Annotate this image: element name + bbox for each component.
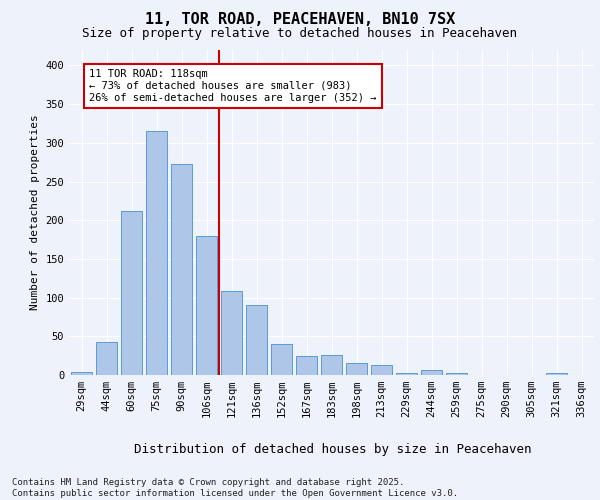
Bar [71,372,92,375]
Bar [396,372,417,375]
Text: 11, TOR ROAD, PEACEHAVEN, BN10 7SX: 11, TOR ROAD, PEACEHAVEN, BN10 7SX [145,12,455,28]
Text: 11 TOR ROAD: 118sqm
← 73% of detached houses are smaller (983)
26% of semi-detac: 11 TOR ROAD: 118sqm ← 73% of detached ho… [89,70,377,102]
Bar [171,164,192,375]
Text: Distribution of detached houses by size in Peacehaven: Distribution of detached houses by size … [134,442,532,456]
Bar [246,304,267,375]
Bar [221,290,242,375]
Bar [296,356,317,375]
Bar [321,355,342,375]
Bar [196,236,217,375]
Bar [346,364,367,375]
Bar [446,372,467,375]
Bar [546,372,567,375]
Bar [121,211,142,375]
Text: Contains HM Land Registry data © Crown copyright and database right 2025.
Contai: Contains HM Land Registry data © Crown c… [12,478,458,498]
Bar [421,370,442,375]
Text: Size of property relative to detached houses in Peacehaven: Size of property relative to detached ho… [83,28,517,40]
Bar [96,342,117,375]
Bar [271,344,292,375]
Bar [146,131,167,375]
Bar [371,365,392,375]
Y-axis label: Number of detached properties: Number of detached properties [30,114,40,310]
